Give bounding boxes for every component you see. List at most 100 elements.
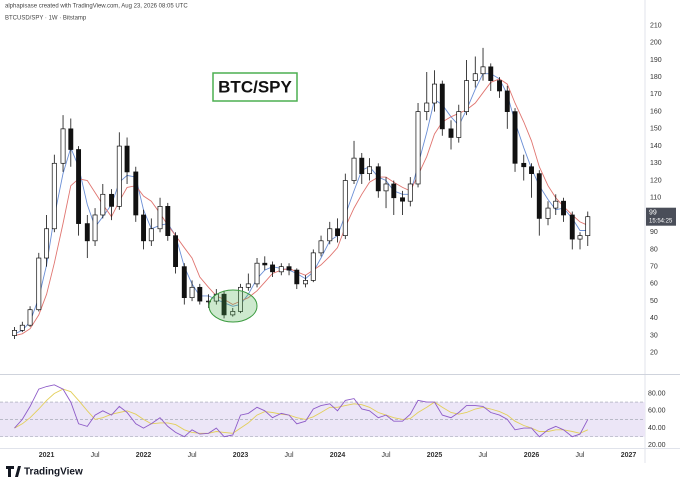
candle-body [206,300,211,303]
y-tick-label: 120 [650,177,662,184]
y-tick-label: 80 [650,246,658,253]
candle-body [124,145,130,173]
candle-body [432,83,437,104]
countdown: 15:54:25 [649,218,673,224]
candle-body [359,157,365,174]
y-tick-label: 60 [650,281,658,288]
rsi-tick-label: 80.00 [648,390,666,397]
candle-body [456,111,462,138]
candle-body [391,183,397,199]
candle-body [464,80,469,112]
last-price: 99 [649,210,657,217]
candle-body [383,183,389,192]
candle-body [173,235,179,268]
candle-body [448,128,454,138]
candle-body [116,145,122,207]
symbol: BTCUSD/SPY · 1W · Bitstamp [5,16,87,22]
candle-body [221,293,227,316]
candle-body [351,157,357,181]
annotation: BTC/SPY [218,77,292,96]
candle-body [497,80,502,92]
candle-body [245,283,251,288]
candle-body [553,200,559,209]
candle-body [148,228,154,242]
rsi-tick-label: 20.00 [648,442,666,449]
candle-body [521,162,527,168]
candle-body [407,183,413,202]
annotation-box [212,72,298,102]
candle-body [44,228,50,259]
candle-body [342,180,348,236]
candle-body [189,286,195,299]
candle-body [262,262,268,266]
highlight-ellipse [208,289,258,323]
x-tick-label: Jul [479,452,488,459]
y-tick-label: 130 [650,160,662,167]
candle-body [286,266,292,271]
candle-body [230,311,236,316]
candle-body [472,73,478,81]
candle-body [335,228,340,236]
candle-body [375,166,381,192]
candle-body [76,149,82,224]
y-tick-label: 190 [650,57,662,64]
candle-body [400,197,405,202]
candle-body [181,266,187,299]
y-tick-label: 180 [650,74,662,81]
candle-body [141,214,146,242]
candle-body [19,324,25,331]
candle-body [294,269,300,285]
x-tick-label: 2027 [621,452,637,459]
candle-body [504,90,510,112]
logo: TradingView [6,466,83,478]
candle-body [569,214,575,240]
x-tick-label: Jul [285,452,294,459]
candle-body [270,264,275,273]
candle-body [561,200,566,216]
x-tick-label: Jul [576,452,585,459]
candle-body [133,171,139,216]
candle-body [84,223,90,242]
credit: alphapisase created with TradingView.com… [5,4,188,10]
candle-body [480,66,486,75]
x-tick-label: 2021 [39,452,55,459]
x-tick-label: 2023 [233,452,249,459]
candle-body [488,66,494,81]
candle-body [12,330,17,336]
y-tick-label: 50 [650,298,658,305]
y-tick-label: 90 [650,229,658,236]
y-tick-label: 160 [650,108,662,115]
candle-body [278,266,284,273]
y-tick-label: 20 [650,350,658,357]
candle-body [545,207,551,219]
candle-body [303,280,308,285]
x-tick-label: 2025 [427,452,443,459]
y-tick-label: 40 [650,315,658,322]
y-tick-label: 70 [650,263,658,270]
y-tick-label: 30 [650,332,658,339]
candle-body [165,206,171,236]
candle-body [27,309,33,326]
candle-body [327,228,333,242]
candle-body [109,193,114,207]
candle-body [51,162,57,230]
candle-body [60,128,66,164]
rsi-tick-label: 40.00 [648,425,666,432]
rsi-line [14,384,589,438]
candle-body [529,166,534,174]
candle-body [310,252,316,281]
y-tick-label: 150 [650,126,662,133]
candle-body [36,257,42,311]
candle-body [100,193,106,216]
logo-icon [6,466,21,477]
candle-body [512,111,518,164]
candle-body [585,216,591,236]
candle-body [92,214,98,242]
price-pane: 2030405060708090100110120130140150160170… [12,22,662,357]
x-tick-label: Jul [91,452,100,459]
logo-text: TradingView [24,467,83,478]
last-price-box [646,207,676,226]
candle-body [577,235,583,240]
x-tick-label: 2026 [524,452,540,459]
